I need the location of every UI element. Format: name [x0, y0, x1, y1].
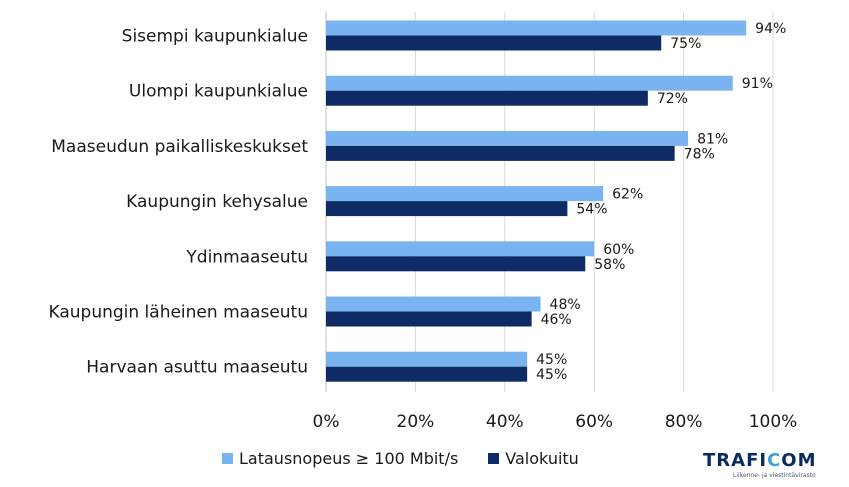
- data-label: 72%: [657, 91, 688, 107]
- category-label: Kaupungin läheinen maaseutu: [48, 303, 308, 323]
- category-labels: Sisempi kaupunkialue Ulompi kaupunkialue M…: [48, 27, 308, 378]
- data-label: 94%: [755, 21, 786, 37]
- bar-fiber: [326, 256, 586, 272]
- data-label: 78%: [684, 146, 715, 162]
- data-label: 45%: [536, 367, 567, 383]
- data-label: 54%: [576, 202, 607, 218]
- category-label: Harvaan asuttu maaseutu: [86, 358, 308, 378]
- legend-label: Latausnopeus ≥ 100 Mbit/s: [239, 449, 459, 468]
- bar-download-speed: [326, 296, 541, 312]
- data-label: 58%: [594, 257, 625, 273]
- bar-download-speed: [326, 241, 595, 257]
- category-label: Ydinmaaseutu: [185, 247, 308, 267]
- bar-download-speed: [326, 20, 747, 36]
- category-label: Maaseudun paikalliskeskukset: [51, 137, 308, 157]
- category-label: Sisempi kaupunkialue: [122, 27, 308, 47]
- data-labels: 94% 75% 91% 72% 81%78% 62% 54% 60%58% 48%46% 45%4…: [536, 21, 786, 383]
- legend: Latausnopeus ≥ 100 Mbit/s Valokuitu: [222, 449, 609, 468]
- x-tick-label: 60%: [575, 412, 613, 432]
- data-label: 45%: [536, 352, 567, 368]
- bar-fiber: [326, 311, 532, 327]
- data-label: 81%: [697, 131, 728, 147]
- bar-fiber: [326, 90, 648, 106]
- x-tick-label: 0%: [313, 412, 340, 432]
- data-label: 48%: [550, 297, 581, 313]
- x-tick-label: 100%: [749, 412, 798, 432]
- bar-fiber: [326, 366, 528, 382]
- bar-fiber: [326, 201, 568, 217]
- x-tick-labels: 0% 20% 40% 60% 80% 100%: [313, 412, 798, 432]
- legend-item-fiber: Valokuitu: [488, 449, 579, 468]
- bar-chart: Sisempi kaupunkialue Ulompi kaupunkialue M…: [48, 12, 798, 432]
- data-label: 46%: [541, 312, 572, 328]
- logo-tagline: Liikenne- ja viestintävirasto: [733, 472, 816, 479]
- x-tick-label: 80%: [665, 412, 703, 432]
- logo-wordmark: TRAFICOM: [703, 450, 817, 471]
- bar-download-speed: [326, 130, 689, 146]
- category-label: Kaupungin kehysalue: [126, 192, 308, 212]
- legend-label: Valokuitu: [505, 449, 579, 468]
- data-label: 62%: [612, 187, 643, 203]
- bar-download-speed: [326, 186, 604, 202]
- bar-fiber: [326, 35, 662, 51]
- x-tick-label: 40%: [486, 412, 524, 432]
- traficom-logo: TRAFICOM Liikenne- ja viestintävirasto: [703, 450, 818, 480]
- bar-fiber: [326, 145, 675, 161]
- legend-item-download-speed: Latausnopeus ≥ 100 Mbit/s: [222, 449, 458, 468]
- bar-download-speed: [326, 351, 528, 367]
- x-tick-label: 20%: [397, 412, 435, 432]
- data-label: 75%: [670, 36, 701, 52]
- legend-swatch: [222, 453, 233, 464]
- data-label: 60%: [603, 242, 634, 258]
- data-label: 91%: [742, 76, 773, 92]
- bars: [326, 20, 747, 382]
- bar-download-speed: [326, 75, 733, 91]
- legend-swatch: [488, 453, 500, 464]
- category-label: Ulompi kaupunkialue: [129, 82, 308, 102]
